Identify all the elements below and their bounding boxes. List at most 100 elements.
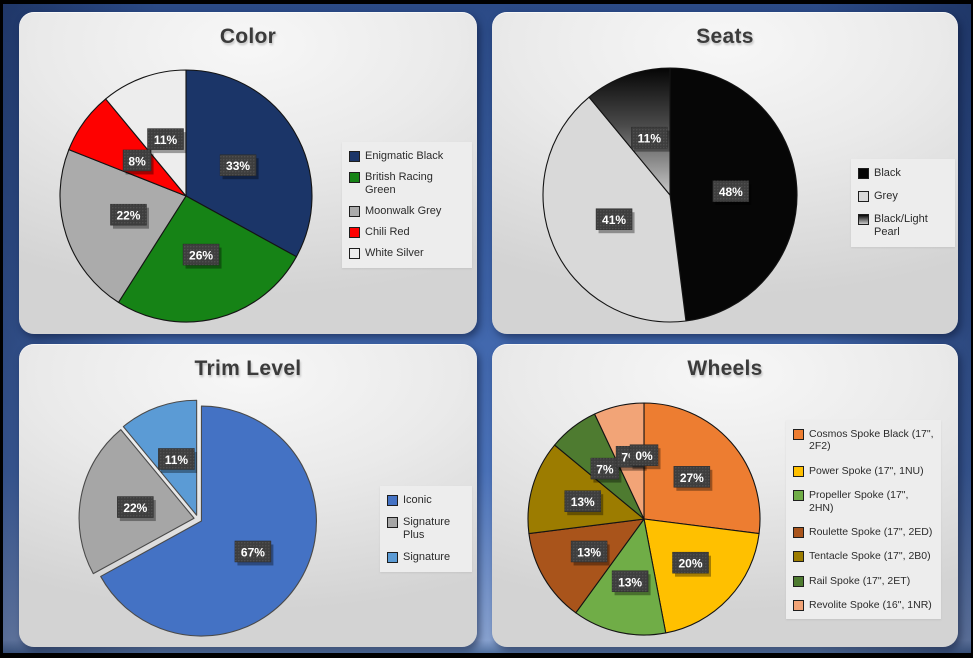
data-label: 11% bbox=[631, 126, 670, 152]
svg-text:0%: 0% bbox=[635, 449, 653, 463]
svg-text:7%: 7% bbox=[596, 463, 614, 477]
legend-label: Cosmos Spoke Black (17", 2F2) bbox=[809, 428, 934, 453]
chart-title: Trim Level bbox=[194, 357, 302, 380]
data-label: 13% bbox=[611, 570, 651, 596]
data-label: 0% bbox=[629, 444, 661, 470]
pie-slice[interactable] bbox=[100, 405, 317, 637]
legend-item[interactable]: Iconic bbox=[386, 494, 466, 507]
svg-text:26%: 26% bbox=[189, 249, 213, 263]
legend-item[interactable]: Chili Red bbox=[348, 226, 466, 239]
legend-item[interactable]: British Racing Green bbox=[348, 171, 466, 197]
chart-legend[interactable]: Enigmatic Black British Racing Green Moonw… bbox=[342, 142, 472, 268]
legend-item[interactable]: Tentacle Spoke (17", 2B0) bbox=[792, 550, 935, 563]
pie-chart-panel-color[interactable]: Color 33% 26% 22% 8% 11% Enigmatic Black Brit… bbox=[19, 12, 477, 334]
svg-text:11%: 11% bbox=[638, 132, 662, 146]
legend-label: Chili Red bbox=[365, 225, 410, 238]
legend-swatch-icon bbox=[793, 490, 804, 502]
pie-slice[interactable] bbox=[588, 67, 671, 196]
legend-swatch-icon bbox=[387, 495, 398, 506]
legend-swatch-icon bbox=[793, 526, 804, 538]
legend-item[interactable]: Signature bbox=[386, 551, 466, 564]
pie-slice[interactable] bbox=[528, 518, 645, 614]
legend-item[interactable]: Grey bbox=[857, 190, 949, 203]
data-label: 8% bbox=[122, 149, 154, 175]
pie-slice[interactable] bbox=[527, 444, 645, 535]
svg-text:33%: 33% bbox=[226, 159, 250, 173]
pie-chart-panel-trim-level[interactable]: Trim Level 67% 22% 11% Iconic Signature Plu… bbox=[19, 344, 477, 647]
legend-label: Roulette Spoke (17", 2ED) bbox=[809, 525, 933, 538]
svg-text:67%: 67% bbox=[241, 545, 265, 559]
legend-label: Rail Spoke (17", 2ET) bbox=[809, 574, 911, 587]
legend-swatch-icon bbox=[858, 168, 869, 179]
chart-legend[interactable]: Cosmos Spoke Black (17", 2F2) Power Spoke… bbox=[786, 420, 941, 620]
data-label: 13% bbox=[570, 540, 610, 566]
pie-chart-panel-seats[interactable]: Seats 48% 41% 11% Black Grey Black/Light Pea… bbox=[492, 12, 958, 334]
legend-swatch-icon bbox=[349, 226, 360, 238]
legend-item[interactable]: Rail Spoke (17", 2ET) bbox=[792, 575, 935, 587]
data-label: 26% bbox=[182, 243, 222, 269]
svg-text:13%: 13% bbox=[577, 545, 601, 559]
legend-item[interactable]: White Silver bbox=[348, 247, 466, 260]
legend-item[interactable]: Black/Light Pearl bbox=[857, 213, 949, 239]
pie-chart-panel-wheels[interactable]: Wheels 27%20%13%13%13%7%7%0% Cosmos Spok… bbox=[492, 344, 958, 647]
data-label: 22% bbox=[110, 203, 149, 229]
chart-legend[interactable]: Iconic Signature Plus Signature bbox=[380, 486, 472, 572]
legend-label: White Silver bbox=[365, 246, 424, 259]
chart-title: Seats bbox=[696, 25, 754, 48]
legend-label: Enigmatic Black bbox=[365, 150, 444, 162]
svg-text:41%: 41% bbox=[602, 213, 626, 227]
pie-slice[interactable] bbox=[643, 518, 760, 634]
data-label: 13% bbox=[564, 490, 604, 516]
data-label: 41% bbox=[595, 208, 635, 234]
legend-item[interactable]: Cosmos Spoke Black (17", 2F2) bbox=[792, 428, 935, 453]
legend-swatch-icon bbox=[349, 151, 360, 162]
svg-text:11%: 11% bbox=[165, 453, 189, 467]
chart-legend[interactable]: Black Grey Black/Light Pearl bbox=[851, 159, 955, 247]
legend-swatch-icon bbox=[387, 516, 398, 528]
legend-label: Iconic bbox=[403, 494, 432, 506]
pie-chart[interactable]: 48% 41% 11% bbox=[492, 12, 958, 334]
legend-label: Moonwalk Grey bbox=[365, 204, 442, 217]
legend-swatch-icon bbox=[349, 205, 360, 217]
svg-text:20%: 20% bbox=[678, 557, 702, 571]
pie-slice[interactable] bbox=[59, 149, 187, 303]
svg-text:22%: 22% bbox=[116, 209, 140, 223]
legend-item[interactable]: Propeller Spoke (17", 2HN) bbox=[792, 489, 935, 514]
svg-text:13%: 13% bbox=[618, 575, 642, 589]
legend-label: Black bbox=[874, 167, 901, 179]
svg-text:27%: 27% bbox=[680, 471, 704, 485]
legend-swatch-icon bbox=[793, 551, 804, 563]
chart-title: Wheels bbox=[687, 357, 763, 380]
pie-chart[interactable]: 67% 22% 11% bbox=[19, 344, 477, 647]
data-label: 67% bbox=[234, 540, 274, 566]
legend-item[interactable]: Black bbox=[857, 167, 949, 180]
legend-label: Power Spoke (17", 1NU) bbox=[809, 464, 924, 477]
legend-item[interactable]: Moonwalk Grey bbox=[348, 205, 466, 218]
legend-item[interactable]: Roulette Spoke (17", 2ED) bbox=[792, 526, 935, 538]
legend-label: Signature bbox=[403, 550, 451, 563]
data-label: 20% bbox=[672, 551, 712, 577]
legend-label: British Racing Green bbox=[365, 170, 433, 196]
svg-text:22%: 22% bbox=[123, 501, 147, 515]
pie-chart[interactable]: 33% 26% 22% 8% 11% bbox=[19, 12, 477, 334]
svg-text:11%: 11% bbox=[154, 133, 178, 147]
legend-swatch-icon bbox=[858, 190, 869, 202]
pie-slice[interactable] bbox=[105, 69, 187, 197]
legend-item[interactable]: Power Spoke (17", 1NU) bbox=[792, 465, 935, 477]
legend-item[interactable]: Revolite Spoke (16", 1NR) bbox=[792, 599, 935, 611]
legend-swatch-icon bbox=[793, 465, 804, 477]
svg-text:8%: 8% bbox=[128, 154, 146, 168]
chart-title: Color bbox=[219, 25, 277, 48]
legend-label: Signature Plus bbox=[403, 515, 451, 541]
data-label: 11% bbox=[147, 128, 187, 154]
data-label: 48% bbox=[712, 180, 752, 206]
pie-chart[interactable]: 27%20%13%13%13%7%7%0% bbox=[492, 344, 958, 647]
legend-item[interactable]: Enigmatic Black bbox=[348, 150, 466, 163]
data-label: 11% bbox=[158, 448, 197, 473]
legend-label: Propeller Spoke (17", 2HN) bbox=[809, 489, 909, 514]
data-label: 33% bbox=[219, 154, 259, 180]
legend-swatch-icon bbox=[349, 247, 360, 259]
legend-swatch-icon bbox=[349, 171, 360, 183]
legend-item[interactable]: Signature Plus bbox=[386, 516, 466, 542]
